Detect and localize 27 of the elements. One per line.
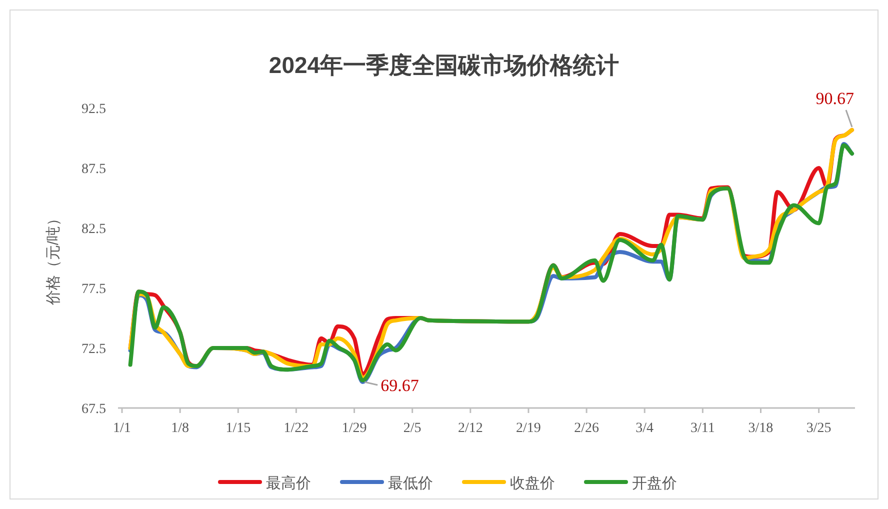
annotation: 69.67 xyxy=(380,376,420,395)
y-axis-title: 价格（元/吨） xyxy=(45,210,62,306)
legend-label: 最低价 xyxy=(388,475,433,492)
x-tick-label: 1/1 xyxy=(113,421,131,436)
x-tick-label: 3/18 xyxy=(748,421,774,436)
y-tick-label: 82.5 xyxy=(82,222,106,237)
x-tick-label: 3/11 xyxy=(690,421,715,436)
y-tick-label: 67.5 xyxy=(82,402,106,417)
legend-label: 最高价 xyxy=(266,475,311,492)
annotation: 90.67 xyxy=(816,88,854,108)
x-tick-label: 3/25 xyxy=(806,421,832,436)
y-tick-label: 77.5 xyxy=(82,282,106,297)
x-tick-label: 1/8 xyxy=(171,421,190,436)
y-tick-label: 72.5 xyxy=(82,342,106,357)
x-tick-label: 2/5 xyxy=(403,421,422,436)
y-tick-label: 87.5 xyxy=(82,162,106,177)
x-tick-label: 2/19 xyxy=(516,421,541,436)
x-tick-label: 1/29 xyxy=(342,421,367,436)
chart-title: 2024年一季度全国碳市场价格统计 xyxy=(268,52,620,78)
legend-label: 收盘价 xyxy=(510,475,555,492)
x-tick-label: 1/15 xyxy=(226,421,251,436)
y-tick-label: 92.5 xyxy=(82,102,106,117)
x-tick-label: 1/22 xyxy=(284,421,309,436)
x-tick-label: 2/26 xyxy=(574,421,599,436)
x-tick-label: 3/4 xyxy=(636,421,654,436)
x-tick-label: 2/12 xyxy=(458,421,483,436)
legend-label: 开盘价 xyxy=(632,475,677,492)
